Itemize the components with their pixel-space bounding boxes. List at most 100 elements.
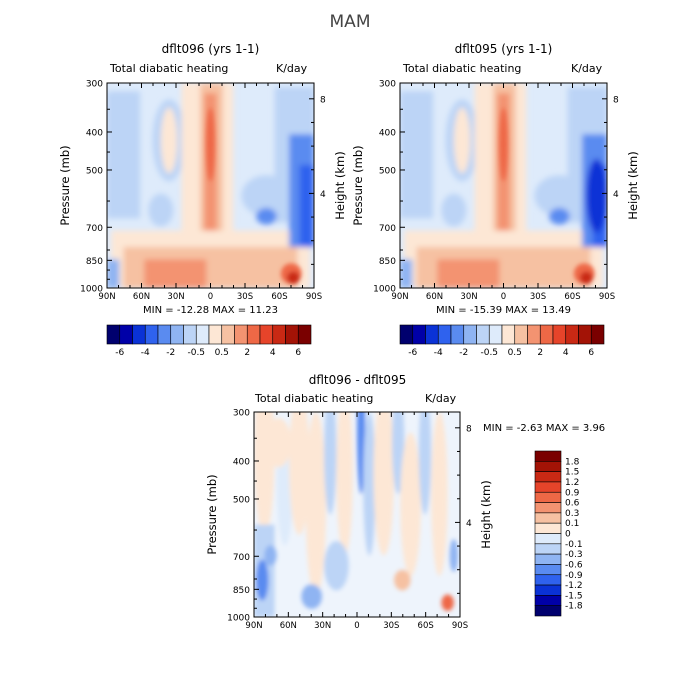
colorbar-label: -6 (408, 348, 417, 358)
colorbar-swatch (195, 324, 210, 345)
colorbar-swatch (501, 324, 516, 345)
colorbar-label: 6 (295, 348, 301, 358)
colorbar-label: 0.5 (508, 348, 522, 358)
colorbar-label: -4 (434, 348, 443, 358)
pressure-tick-label: 1000 (227, 614, 250, 624)
colorbar-swatch (488, 324, 503, 345)
colorbar-label: 2 (537, 348, 543, 358)
colorbar-swatch (476, 324, 490, 345)
colorbar-label: 2 (244, 348, 250, 358)
colorbar-swatch (170, 324, 184, 345)
colorbar-swatch (534, 481, 562, 493)
colorbar-swatch (539, 324, 554, 345)
colorbar-swatch (463, 324, 477, 345)
colorbar-swatch (534, 605, 562, 617)
colorbar-label: -1.5 (565, 591, 583, 601)
height-tick-label: 8 (613, 95, 619, 105)
pressure-tick-label: 850 (233, 586, 250, 596)
colorbar-label: -0.9 (565, 571, 583, 581)
colorbar-swatch (534, 471, 562, 483)
lat-tick-label: 90S (599, 292, 615, 302)
colorbar-label: 0.3 (565, 509, 579, 519)
left-panel-subtitle: Total diabatic heating (110, 62, 229, 75)
height-tick-label: 8 (320, 95, 326, 105)
difference-axes: 300 400 500 700 850 1000 8 4 90N 60N 30N 0 30S 60S 90S… (205, 409, 493, 632)
pressure-tick-label: 1000 (80, 285, 103, 295)
colorbar-swatch (437, 324, 452, 345)
colorbar-swatch (234, 324, 248, 345)
page-title: MAM (329, 12, 371, 32)
colorbar-swatch (534, 502, 562, 514)
colorbar-label: 1.2 (565, 478, 579, 488)
pressure-tick-label: 500 (233, 495, 250, 505)
colorbar-swatch (425, 324, 439, 345)
lat-tick-label: 30N (314, 621, 331, 631)
colorbar-swatch (272, 324, 286, 345)
colorbar-swatch (297, 324, 312, 345)
colorbar-label: 1.5 (565, 468, 579, 478)
lat-tick-label: 60S (418, 621, 434, 631)
colorbar-swatch (534, 584, 562, 596)
colorbar-label: -0.3 (565, 550, 583, 560)
colorbar-label: -1.2 (565, 581, 583, 591)
colorbar-swatch (412, 324, 426, 345)
colorbar-swatch (221, 324, 235, 345)
colorbar-swatch (534, 491, 562, 503)
pressure-tick-label: 500 (86, 166, 103, 176)
diff-panel-minmax: MIN = -2.63 MAX = 3.96 (483, 423, 606, 434)
colorbar-swatch (534, 533, 562, 545)
colorbar-dflt096: -6 -4 -2 -0.5 0.5 2 4 6 (106, 324, 312, 358)
colorbar-label: -4 (141, 348, 150, 358)
heatmap-difference (254, 412, 460, 617)
right-panel-units: K/day (571, 62, 603, 75)
lat-tick-label: 0 (208, 292, 213, 302)
colorbar-label: 0.6 (565, 499, 580, 509)
pressure-tick-label: 500 (379, 166, 396, 176)
colorbar-label: -2 (166, 348, 175, 358)
colorbar-swatch (534, 574, 562, 586)
y-axis-right-label: Height (km) (626, 151, 640, 220)
colorbar-swatch (144, 324, 159, 345)
height-tick-label: 4 (320, 190, 326, 200)
pressure-tick-label: 850 (379, 257, 396, 267)
pressure-tick-label: 850 (86, 257, 103, 267)
lat-tick-label: 30S (530, 292, 546, 302)
colorbar-swatch (552, 324, 567, 345)
heatmap-dflt096 (107, 83, 314, 288)
colorbar-swatch (514, 324, 528, 345)
colorbar-swatch (106, 324, 121, 345)
colorbar-label: 1.8 (565, 457, 580, 467)
colorbar-swatch (590, 324, 605, 345)
colorbar-label: 4 (270, 348, 276, 358)
colorbar-swatch (157, 324, 172, 345)
lat-tick-label: 60N (133, 292, 150, 302)
lat-tick-label: 60S (564, 292, 580, 302)
right-panel-minmax: MIN = -15.39 MAX = 13.49 (436, 305, 571, 316)
colorbar-label: -0.5 (480, 348, 498, 358)
colorbar-swatch (399, 324, 414, 345)
dflt096-axes: 300 400 500 700 850 1000 8 4 90N 60N 30N 0 30S 60S 90S… (58, 80, 347, 303)
colorbar-label: 0.1 (565, 519, 579, 529)
colorbar-swatch (534, 543, 562, 555)
lat-tick-label: 90S (306, 292, 322, 302)
colorbar-label: 6 (588, 348, 594, 358)
pressure-tick-label: 300 (86, 80, 103, 90)
colorbar-swatch (132, 324, 146, 345)
pressure-tick-label: 400 (86, 128, 103, 138)
lat-tick-label: 90N (98, 292, 115, 302)
colorbar-dflt095: -6 -4 -2 -0.5 0.5 2 4 6 (399, 324, 605, 358)
lat-tick-label: 30N (460, 292, 477, 302)
pressure-tick-label: 300 (233, 409, 250, 419)
left-panel-units: K/day (276, 62, 308, 75)
lat-tick-label: 30S (237, 292, 253, 302)
pressure-tick-label: 400 (379, 128, 396, 138)
lat-tick-label: 0 (354, 621, 359, 631)
dflt095-axes: 300 400 500 700 850 1000 8 4 90N 60N 30N 0 30S 60S 90S… (351, 80, 640, 303)
colorbar-label: 0.5 (215, 348, 229, 358)
colorbar-swatch (450, 324, 465, 345)
pressure-tick-label: 1000 (373, 285, 396, 295)
height-tick-label: 8 (466, 424, 472, 434)
height-tick-label: 4 (613, 190, 619, 200)
colorbar-swatch (259, 324, 274, 345)
diff-panel-subtitle: Total diabatic heating (255, 392, 374, 405)
